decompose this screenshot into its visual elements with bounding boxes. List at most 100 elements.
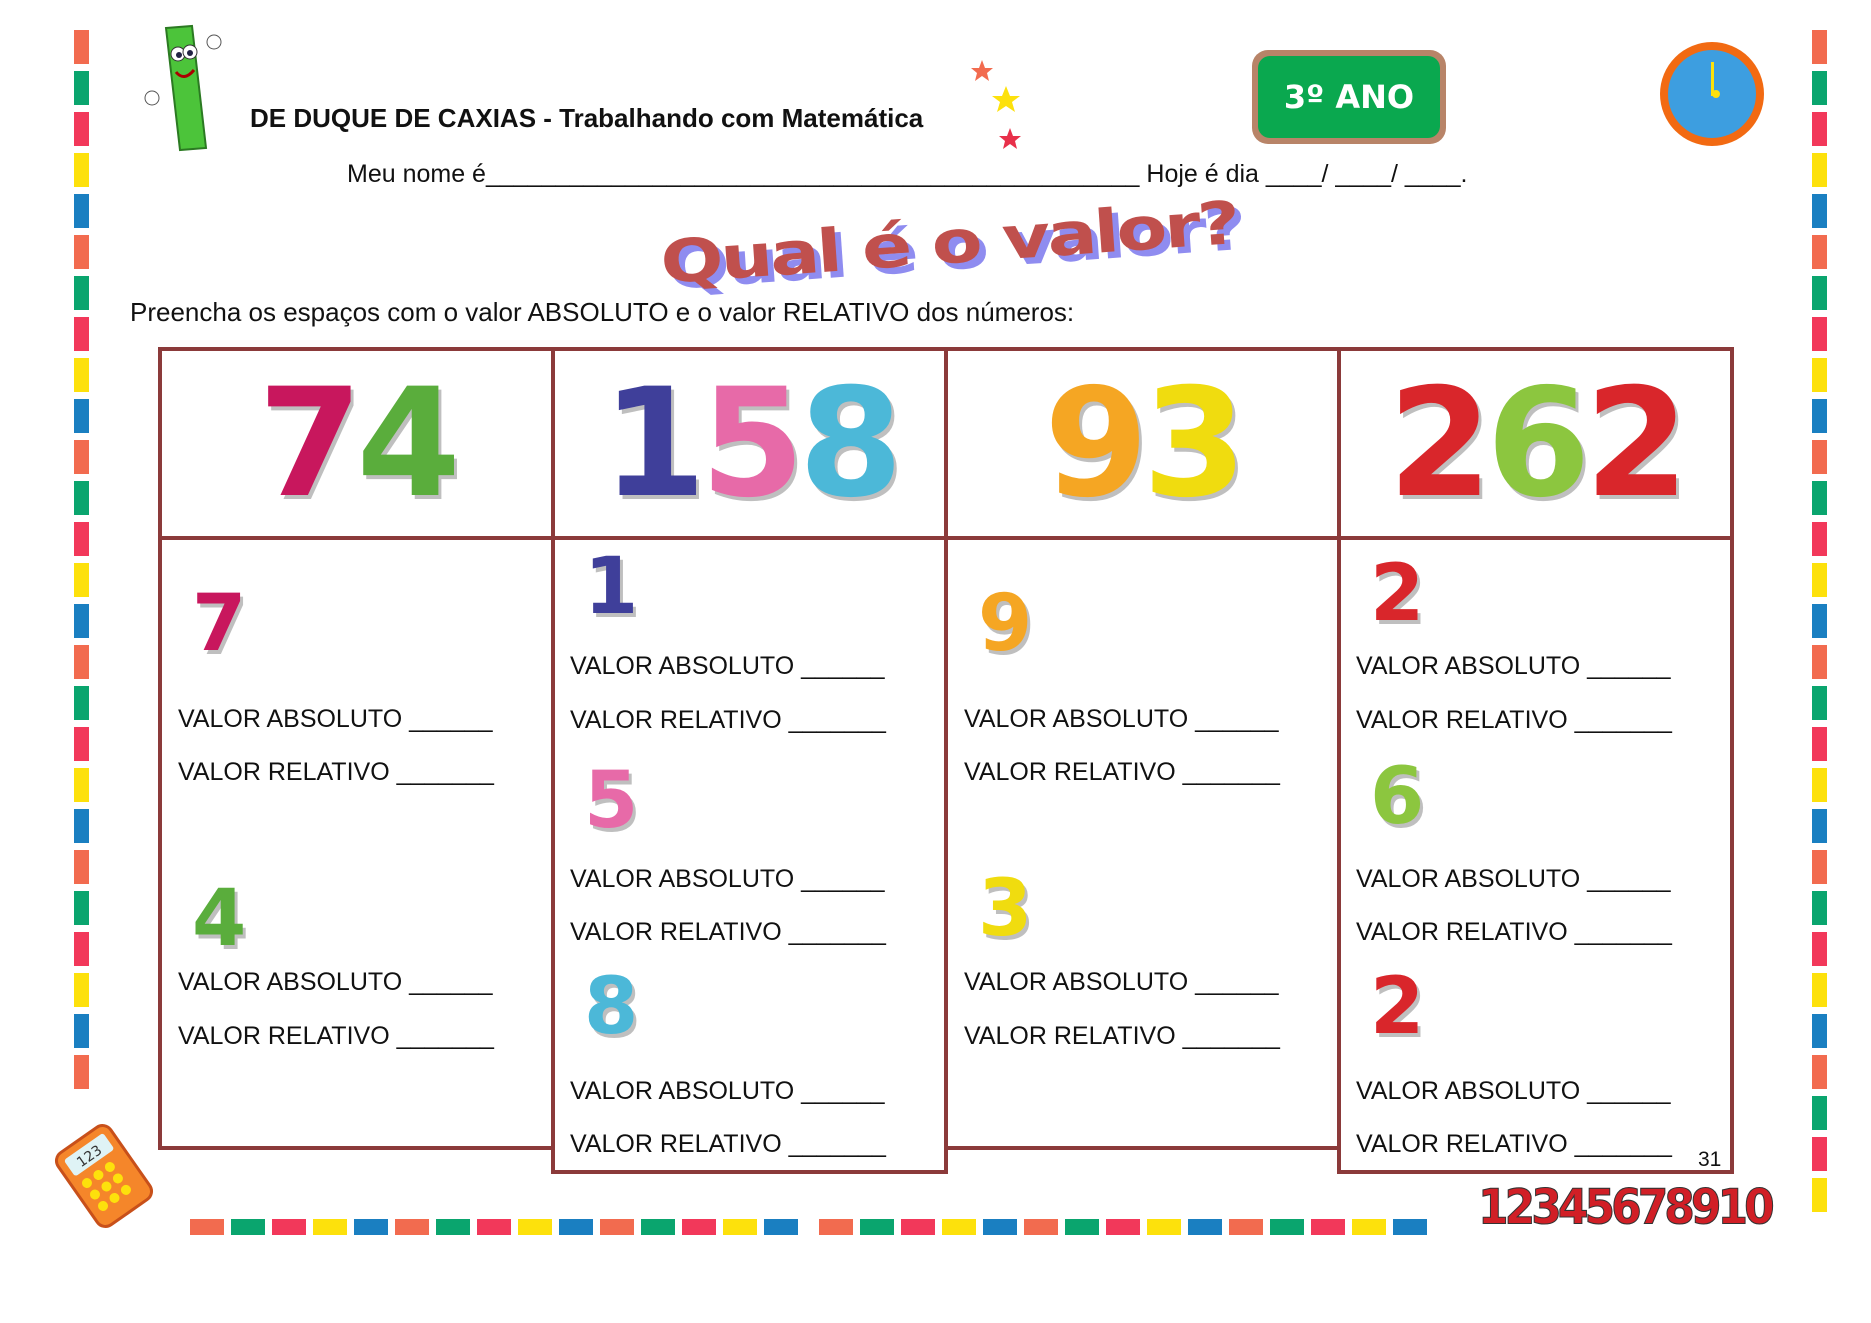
absolute-value-blank: VALOR ABSOLUTO ______ — [1356, 652, 1671, 680]
absolute-value-blank: VALOR ABSOLUTO ______ — [1356, 1077, 1671, 1105]
border-segment — [1812, 1178, 1827, 1212]
border-segment — [313, 1219, 347, 1235]
border-segment — [74, 563, 89, 597]
border-segment — [1812, 973, 1827, 1007]
border-segment — [74, 235, 89, 269]
relative-value-blank: VALOR RELATIVO _______ — [1356, 706, 1672, 734]
border-segment — [74, 604, 89, 638]
bottom-color-border — [190, 1219, 1434, 1235]
place-digit: 4 — [192, 874, 247, 964]
border-segment — [74, 30, 89, 64]
border-segment — [1393, 1219, 1427, 1235]
grade-badge: 3º ANO — [1252, 50, 1446, 144]
place-digit: 8 — [584, 962, 639, 1052]
border-segment — [1812, 891, 1827, 925]
border-segment — [1812, 645, 1827, 679]
border-segment — [231, 1219, 265, 1235]
border-segment — [74, 768, 89, 802]
absolute-value-blank: VALOR ABSOLUTO ______ — [570, 652, 885, 680]
border-segment — [74, 973, 89, 1007]
answer-cell — [1337, 536, 1734, 1174]
clock-icon — [1660, 42, 1764, 146]
border-segment — [74, 440, 89, 474]
border-segment — [74, 276, 89, 310]
big-digit: 2 — [1584, 356, 1689, 531]
big-digit: 8 — [798, 356, 903, 531]
relative-value-blank: VALOR RELATIVO _______ — [570, 706, 886, 734]
main-title: Qual é o valor? — [658, 188, 1240, 298]
grade-badge-label: 3º ANO — [1258, 56, 1440, 138]
place-digit: 1 — [584, 542, 639, 632]
border-segment — [74, 645, 89, 679]
border-segment — [190, 1219, 224, 1235]
relative-value-blank: VALOR RELATIVO _______ — [1356, 918, 1672, 946]
calculator-icon: 123 — [54, 1124, 154, 1228]
absolute-value-blank: VALOR ABSOLUTO ______ — [570, 865, 885, 893]
border-segment — [1352, 1219, 1386, 1235]
border-segment — [1812, 440, 1827, 474]
border-segment — [1812, 686, 1827, 720]
border-segment — [1812, 317, 1827, 351]
place-digit: 7 — [192, 579, 247, 669]
border-segment — [518, 1219, 552, 1235]
relative-value-blank: VALOR RELATIVO _______ — [178, 1022, 494, 1050]
border-segment — [559, 1219, 593, 1235]
border-segment — [819, 1219, 853, 1235]
border-segment — [74, 686, 89, 720]
absolute-value-blank: VALOR ABSOLUTO ______ — [1356, 865, 1671, 893]
border-segment — [1065, 1219, 1099, 1235]
border-segment — [764, 1219, 798, 1235]
border-segment — [1812, 604, 1827, 638]
big-digit: 2 — [1387, 356, 1492, 531]
border-segment — [641, 1219, 675, 1235]
border-segment — [1229, 1219, 1263, 1235]
absolute-value-blank: VALOR ABSOLUTO ______ — [178, 705, 493, 733]
big-digit: 1 — [601, 356, 706, 531]
border-segment — [682, 1219, 716, 1235]
border-segment — [1812, 276, 1827, 310]
border-segment — [74, 112, 89, 146]
border-segment — [1812, 194, 1827, 228]
border-segment — [1812, 768, 1827, 802]
border-segment — [74, 932, 89, 966]
border-segment — [860, 1219, 894, 1235]
relative-value-blank: VALOR RELATIVO _______ — [178, 758, 494, 786]
place-digit: 5 — [584, 756, 639, 846]
border-segment — [1812, 30, 1827, 64]
border-segment — [983, 1219, 1017, 1235]
border-segment — [1812, 522, 1827, 556]
border-segment — [477, 1219, 511, 1235]
border-segment — [74, 727, 89, 761]
border-segment — [1812, 71, 1827, 105]
border-segment — [74, 71, 89, 105]
right-color-border — [1812, 30, 1827, 1219]
border-segment — [1188, 1219, 1222, 1235]
big-digit: 6 — [1486, 356, 1590, 531]
page-number: 31 — [1698, 1148, 1722, 1171]
relative-value-blank: VALOR RELATIVO _______ — [1356, 1130, 1672, 1158]
absolute-value-blank: VALOR ABSOLUTO ______ — [964, 705, 1279, 733]
border-segment — [1024, 1219, 1058, 1235]
border-segment — [74, 891, 89, 925]
absolute-value-blank: VALOR ABSOLUTO ______ — [178, 968, 493, 996]
absolute-value-blank: VALOR ABSOLUTO ______ — [570, 1077, 885, 1105]
border-segment — [1147, 1219, 1181, 1235]
ruler-mascot-icon — [144, 24, 222, 152]
border-segment — [74, 1055, 89, 1089]
big-digit: 7 — [258, 356, 362, 531]
border-segment — [1270, 1219, 1304, 1235]
border-segment — [1812, 809, 1827, 843]
border-segment — [74, 153, 89, 187]
absolute-value-blank: VALOR ABSOLUTO ______ — [964, 968, 1279, 996]
place-digit: 6 — [1370, 752, 1425, 842]
border-segment — [1812, 1096, 1827, 1130]
border-segment — [74, 194, 89, 228]
place-digit: 2 — [1370, 962, 1425, 1052]
border-segment — [1812, 850, 1827, 884]
place-digit: 3 — [978, 864, 1033, 954]
border-segment — [436, 1219, 470, 1235]
instruction-text: Preencha os espaços com o valor ABSOLUTO… — [130, 297, 1075, 327]
border-segment — [723, 1219, 757, 1235]
